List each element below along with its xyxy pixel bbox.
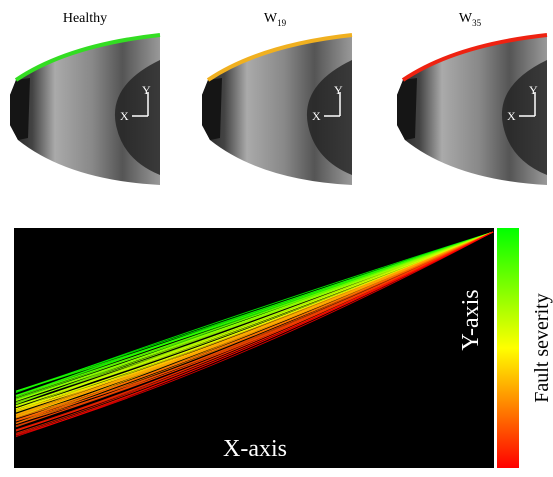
panel-label: W35 <box>459 11 482 28</box>
axis-glyph: X <box>507 109 516 123</box>
tool-tip <box>397 78 417 140</box>
subscript: 19 <box>277 18 287 28</box>
label: W <box>264 11 278 26</box>
panel-label: W19 <box>264 11 287 28</box>
colorbar <box>497 228 519 468</box>
axis-glyph: X <box>312 109 321 123</box>
tool-tip <box>10 78 30 140</box>
panel-label: Healthy <box>63 11 107 26</box>
label: Healthy <box>63 11 107 26</box>
colorbar-label: Fault severity <box>531 293 553 402</box>
photo: YX <box>202 35 352 185</box>
x-axis-label: X-axis <box>223 436 287 462</box>
figure: YXYXYX Y-axis X-axis Fault severity Heal… <box>0 0 553 472</box>
y-axis-label: Y-axis <box>458 289 484 350</box>
axis-glyph: Y <box>142 83 151 97</box>
tool-tip <box>202 78 222 140</box>
axis-glyph: X <box>120 109 129 123</box>
photo: YX <box>10 35 160 185</box>
label: W <box>459 11 473 26</box>
photo: YX <box>397 35 547 185</box>
subscript: 35 <box>472 18 482 28</box>
axis-glyph: Y <box>334 83 343 97</box>
axis-glyph: Y <box>529 83 538 97</box>
